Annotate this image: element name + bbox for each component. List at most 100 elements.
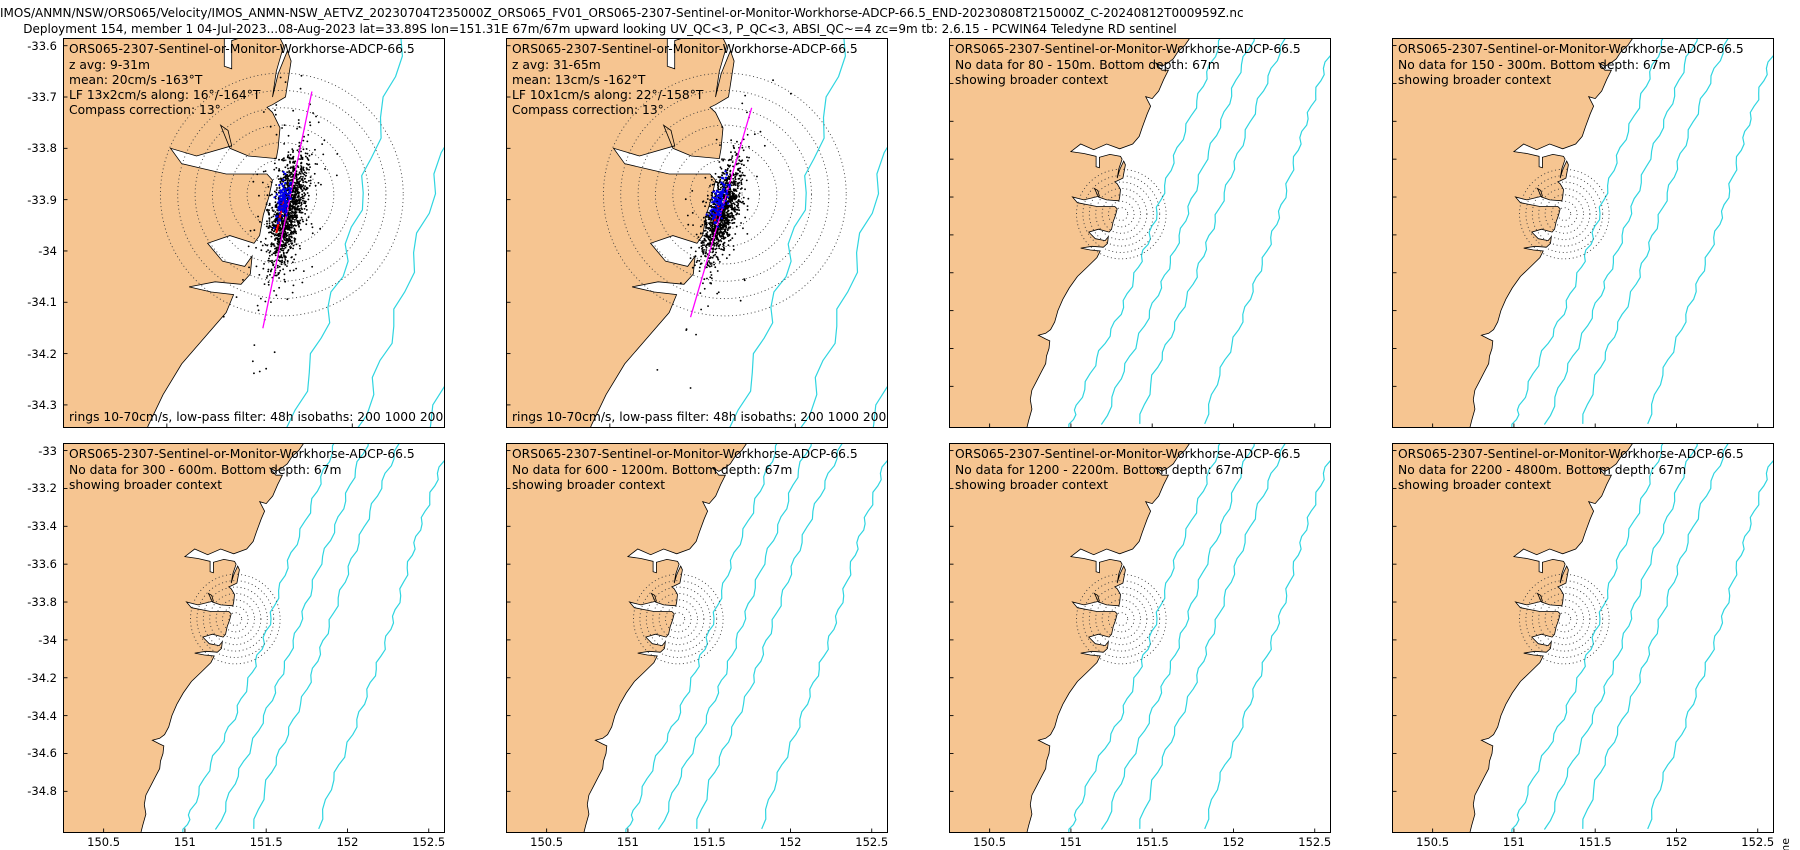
panel-info-line: LF 10x1cm/s along: 22°/-158°T bbox=[512, 88, 704, 102]
isobath-line bbox=[1139, 443, 1287, 829]
figure-subtitle: Deployment 154, member 1 04-Jul-2023...0… bbox=[23, 22, 1177, 36]
map-panel-1: ORS065-2307-Sentinel-or-Monitor-Workhors… bbox=[63, 38, 445, 428]
isobath-line bbox=[761, 456, 888, 830]
isobath-line bbox=[1511, 38, 1664, 428]
x-tick-label: 150.5 bbox=[530, 835, 564, 849]
velocity-ring bbox=[637, 107, 812, 282]
pca-axis-line bbox=[262, 91, 313, 329]
lowpass-dots bbox=[705, 170, 731, 228]
y-tick-label: -34.6 bbox=[27, 746, 57, 761]
panel-border bbox=[506, 38, 888, 428]
map-panel-6: ORS065-2307-Sentinel-or-Monitor-Workhors… bbox=[506, 443, 888, 833]
velocity-ring bbox=[665, 605, 692, 633]
lowpass-dots bbox=[273, 170, 293, 229]
map-panel-3: ORS065-2307-Sentinel-or-Monitor-Workhors… bbox=[949, 38, 1331, 428]
velocity-ring bbox=[1538, 593, 1591, 646]
velocity-ring bbox=[1114, 207, 1129, 221]
velocity-ring bbox=[194, 107, 369, 282]
velocity-ring bbox=[229, 142, 335, 247]
coastline-land bbox=[1392, 38, 1634, 428]
velocity-ring bbox=[1557, 612, 1572, 626]
map-canvas: ORS065-2307-Sentinel-or-Monitor-Workhors… bbox=[506, 38, 888, 428]
velocity-ring bbox=[1551, 200, 1578, 228]
panel-border bbox=[63, 38, 445, 428]
velocity-ring bbox=[602, 72, 847, 317]
y-tick-label: -33.8 bbox=[27, 595, 57, 610]
velocity-ring bbox=[620, 89, 830, 300]
y-tick-label: -33.8 bbox=[27, 141, 57, 156]
isobath-line bbox=[182, 443, 335, 833]
velocity-ring bbox=[1531, 181, 1597, 247]
map-canvas: ORS065-2307-Sentinel-or-Monitor-Workhors… bbox=[949, 443, 1331, 833]
map-canvas: ORS065-2307-Sentinel-or-Monitor-Workhors… bbox=[506, 443, 888, 833]
coastline-land bbox=[949, 443, 1191, 833]
x-tick-label: 150.5 bbox=[973, 835, 1007, 849]
velocity-ring bbox=[246, 159, 317, 230]
y-tick-label: -33.2 bbox=[27, 481, 57, 496]
velocity-ring bbox=[672, 142, 778, 247]
panel-info-line: No data for 1200 - 2200m. Bottom depth: … bbox=[955, 463, 1243, 477]
x-tick-label: 152.5 bbox=[412, 835, 446, 849]
isobath-line bbox=[1647, 456, 1774, 830]
x-tick-label: 151.5 bbox=[1135, 835, 1169, 849]
velocity-ring bbox=[1101, 599, 1141, 639]
velocity-ring bbox=[1114, 612, 1129, 626]
velocity-ring bbox=[1551, 605, 1578, 633]
velocity-ring bbox=[211, 124, 352, 265]
velocity-ring bbox=[228, 612, 243, 626]
panel-info-line: showing broader context bbox=[1398, 73, 1551, 87]
velocity-ring bbox=[658, 599, 698, 639]
panel-info-line: No data for 600 - 1200m. Bottom depth: 6… bbox=[512, 463, 792, 477]
y-tick-label: -34 bbox=[38, 243, 57, 258]
panel-footer: rings 10-70cm/s, low-pass filter: 48h is… bbox=[512, 410, 888, 424]
panel-title: ORS065-2307-Sentinel-or-Monitor-Workhors… bbox=[69, 447, 415, 461]
panel-info-line: mean: 13cm/s -162°T bbox=[512, 73, 646, 87]
panel-info-line: showing broader context bbox=[69, 478, 222, 492]
velocity-ring bbox=[1544, 599, 1584, 639]
x-tick-label: 152.5 bbox=[1298, 835, 1332, 849]
map-panel-8: ORS065-2307-Sentinel-or-Monitor-Workhors… bbox=[1392, 443, 1774, 833]
coastline-land bbox=[506, 443, 748, 833]
panel-info-line: showing broader context bbox=[955, 478, 1108, 492]
velocity-ring bbox=[202, 586, 268, 652]
velocity-ring bbox=[1531, 586, 1597, 652]
velocity-ring bbox=[645, 586, 711, 652]
panel-info-line: mean: 20cm/s -163°T bbox=[69, 73, 203, 87]
isobath-line bbox=[1543, 38, 1698, 425]
map-canvas: ORS065-2307-Sentinel-or-Monitor-Workhors… bbox=[63, 38, 445, 428]
x-tick-label: 151.5 bbox=[692, 835, 726, 849]
x-tick-label: 150.5 bbox=[87, 835, 121, 849]
x-tick-label: 152 bbox=[1222, 835, 1245, 849]
velocity-ring bbox=[1557, 207, 1572, 221]
panel-border bbox=[949, 38, 1331, 428]
velocity-ring bbox=[1076, 168, 1167, 260]
panel-footer: rings 10-70cm/s, low-pass filter: 48h is… bbox=[69, 410, 445, 424]
map-canvas: ORS065-2307-Sentinel-or-Monitor-Workhors… bbox=[1392, 38, 1774, 428]
isobath-line bbox=[1100, 38, 1255, 425]
y-tick-label: -33.7 bbox=[27, 90, 57, 104]
x-tick-label: 152 bbox=[1665, 835, 1688, 849]
isobath-line bbox=[1647, 51, 1774, 425]
panel-info-line: No data for 80 - 150m. Bottom depth: 67m bbox=[955, 58, 1220, 72]
x-tick-label: 150.5 bbox=[1416, 835, 1450, 849]
velocity-ring bbox=[671, 612, 686, 626]
x-tick-label: 152 bbox=[336, 835, 359, 849]
isobath-line bbox=[1139, 38, 1287, 424]
y-tick-label: -34.1 bbox=[27, 295, 57, 310]
y-tick-label: -34.4 bbox=[27, 708, 57, 723]
y-tick-label: -34.2 bbox=[27, 670, 57, 685]
velocity-ring bbox=[1095, 188, 1148, 241]
panel-title: ORS065-2307-Sentinel-or-Monitor-Workhors… bbox=[955, 447, 1301, 461]
figure-title: IMOS/ANMN/NSW/ORS065/Velocity/IMOS_ANMN-… bbox=[0, 6, 1244, 20]
isobath-line bbox=[1582, 443, 1730, 829]
isobath-line bbox=[356, 145, 445, 428]
isobath-line bbox=[728, 38, 847, 428]
map-panel-5: ORS065-2307-Sentinel-or-Monitor-Workhors… bbox=[63, 443, 445, 833]
x-tick-label: 151 bbox=[173, 835, 196, 849]
panel-title: ORS065-2307-Sentinel-or-Monitor-Workhors… bbox=[955, 42, 1301, 56]
isobath-line bbox=[625, 443, 778, 833]
velocity-ring bbox=[1088, 181, 1154, 247]
isobath-line bbox=[799, 145, 888, 428]
coastline-land bbox=[63, 443, 305, 833]
